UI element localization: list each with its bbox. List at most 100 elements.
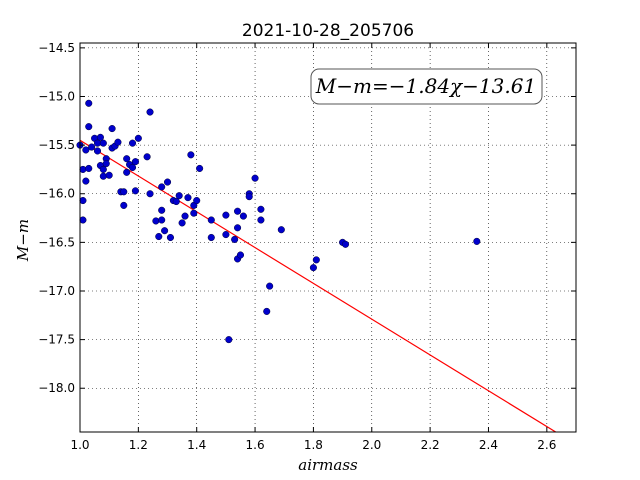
- data-point: [85, 99, 93, 107]
- data-point: [79, 165, 87, 173]
- y-tick-labels: −14.5 −15.0 −15.5 −16.0 −16.5 −17.0 −17.5 −18.0: [38, 41, 75, 395]
- data-point: [96, 133, 104, 141]
- x-tick-label: 2.0: [362, 438, 381, 452]
- data-point: [312, 256, 320, 264]
- data-point: [161, 227, 169, 235]
- x-tick-label: 1.8: [304, 438, 323, 452]
- data-point: [277, 226, 285, 234]
- data-point: [128, 163, 137, 172]
- data-point: [234, 224, 242, 232]
- data-point: [123, 155, 131, 163]
- data-point: [99, 139, 107, 147]
- data-point: [236, 251, 245, 259]
- data-point: [251, 174, 259, 182]
- data-point: [79, 196, 87, 205]
- x-tick-label: 2.4: [479, 438, 498, 452]
- data-point: [108, 125, 116, 133]
- x-tick-label: 1.6: [246, 438, 265, 452]
- x-tick-label: 1.0: [70, 438, 89, 452]
- y-tick-label: −14.5: [38, 41, 75, 55]
- data-point: [143, 153, 151, 161]
- data-point: [207, 216, 215, 224]
- data-point: [175, 192, 183, 200]
- data-point: [114, 138, 122, 146]
- data-point: [178, 219, 186, 227]
- data-point: [146, 108, 154, 116]
- data-point: [245, 193, 253, 201]
- axis-ticks: [79, 43, 576, 432]
- data-point: [152, 217, 160, 225]
- data-point: [163, 178, 172, 186]
- x-tick-labels: 1.0 1.2 1.4 1.6 1.8 2.0 2.2 2.4 2.6: [70, 438, 556, 452]
- fit-equation: M−m=−1.84χ−13.61: [315, 74, 536, 98]
- data-point: [239, 212, 247, 220]
- y-tick-label: −15.0: [38, 89, 75, 103]
- data-point: [120, 188, 128, 196]
- data-point: [222, 211, 230, 219]
- y-tick-label: −15.5: [38, 138, 75, 152]
- data-point: [234, 207, 242, 215]
- y-axis-label: M−m: [14, 219, 32, 262]
- data-point: [207, 233, 215, 242]
- x-tick-label: 2.6: [537, 438, 556, 452]
- data-point: [146, 190, 154, 198]
- y-tick-label: −16.0: [38, 187, 75, 201]
- data-point: [172, 197, 180, 206]
- y-tick-label: −18.0: [38, 381, 75, 395]
- annotation-box: [310, 68, 543, 105]
- data-point: [82, 177, 90, 185]
- data-point: [309, 264, 317, 272]
- data-point: [187, 151, 195, 159]
- data-point: [155, 232, 163, 241]
- data-point: [158, 206, 166, 214]
- data-point: [134, 134, 142, 142]
- data-point: [102, 160, 110, 168]
- data-point: [257, 216, 265, 224]
- data-point: [190, 209, 198, 217]
- data-point: [123, 168, 131, 176]
- data-point: [231, 235, 239, 243]
- data-point: [99, 165, 107, 173]
- data-point: [257, 205, 265, 213]
- data-point: [85, 123, 93, 131]
- chart-title: 2021-10-28_205706: [242, 21, 414, 41]
- data-point: [184, 194, 192, 202]
- data-point: [263, 307, 271, 315]
- fit-annotation: M−m=−1.84χ−13.61: [310, 68, 543, 105]
- x-axis-label: airmass: [298, 456, 358, 474]
- x-tick-label: 1.2: [129, 438, 148, 452]
- data-point: [85, 164, 93, 173]
- data-point: [82, 146, 90, 154]
- data-point: [88, 143, 96, 151]
- data-point: [131, 158, 139, 166]
- x-tick-label: 1.4: [187, 438, 206, 452]
- data-point: [99, 172, 107, 180]
- y-tick-label: −17.5: [38, 333, 75, 347]
- data-points: [76, 99, 481, 344]
- data-point: [196, 164, 204, 173]
- data-point: [473, 237, 481, 245]
- data-point: [158, 183, 166, 191]
- plot-area: [80, 43, 576, 432]
- data-point: [105, 171, 113, 179]
- y-tick-label: −17.0: [38, 284, 75, 298]
- data-point: [193, 196, 201, 205]
- data-point: [166, 233, 174, 242]
- fit-line-layer: [80, 139, 557, 432]
- data-point: [266, 282, 274, 290]
- x-tick-label: 2.2: [421, 438, 440, 452]
- data-point: [222, 231, 230, 239]
- data-point: [131, 187, 139, 195]
- data-point: [120, 201, 128, 209]
- data-point: [181, 212, 189, 220]
- data-point: [79, 216, 87, 224]
- data-point: [225, 336, 233, 344]
- data-point: [93, 147, 102, 155]
- data-point: [158, 216, 166, 224]
- y-tick-label: −16.5: [38, 235, 75, 249]
- plot-frame: [79, 42, 577, 433]
- fit-line: [80, 139, 557, 432]
- data-point: [128, 139, 137, 147]
- data-point: [341, 240, 350, 248]
